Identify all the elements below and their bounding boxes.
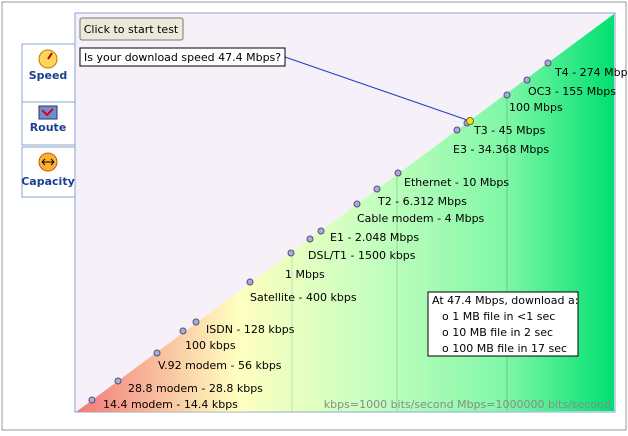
speed-point — [353, 200, 361, 208]
speed-point — [88, 396, 96, 404]
pointer-line — [284, 56, 471, 122]
speed-point — [523, 76, 531, 84]
point-label: T2 - 6.312 Mbps — [377, 195, 467, 208]
speed-point — [394, 169, 402, 177]
tab-route[interactable]: Route — [21, 101, 76, 146]
current-speed-point — [466, 117, 474, 125]
point-label: Ethernet - 10 Mbps — [404, 176, 509, 189]
question-box — [79, 47, 286, 67]
point-label: 14.4 modem - 14.4 kbps — [103, 398, 238, 411]
point-label: 100 kbps — [185, 339, 236, 352]
tab-speed[interactable]: Speed — [21, 43, 76, 103]
point-label: 28.8 modem - 28.8 kbps — [128, 382, 263, 395]
point-label: T3 - 45 Mbps — [473, 124, 546, 137]
point-label: OC3 - 155 Mbps — [528, 85, 616, 98]
info-title: At 47.4 Mbps, download a: — [432, 294, 578, 307]
footer: kbps=1000 bits/second Mbps=1000000 bits/… — [324, 398, 611, 411]
speed-point — [153, 349, 161, 357]
speed-point — [544, 59, 552, 67]
question: Is your download speed 47.4 Mbps? — [84, 51, 281, 64]
point-label: 1 Mbps — [285, 268, 325, 281]
point-label: 100 Mbps — [509, 101, 563, 114]
speed-point — [453, 126, 461, 134]
info-line: o 1 MB file in <1 sec — [442, 310, 555, 323]
speed-point — [114, 377, 122, 385]
tab-label: Capacity — [21, 175, 75, 188]
button-label: Click to start test — [84, 23, 179, 36]
speed-point — [306, 235, 314, 243]
tab-label: Route — [30, 121, 67, 134]
info-line: o 10 MB file in 2 sec — [442, 326, 553, 339]
point-label: V.92 modem - 56 kbps — [158, 359, 282, 372]
tab-label: Speed — [29, 69, 68, 82]
info-box — [427, 291, 579, 357]
point-label: E1 - 2.048 Mbps — [330, 231, 419, 244]
speed-point — [179, 327, 187, 335]
start-button[interactable]: Click to start test — [79, 17, 184, 41]
point-label: Satellite - 400 kbps — [250, 291, 357, 304]
points: 14.4 modem - 14.4 kbps 28.8 modem - 28.8 … — [88, 59, 628, 411]
point-label: DSL/T1 - 1500 kbps — [308, 249, 416, 262]
point-label: ISDN - 128 kbps — [206, 323, 295, 336]
speed-point — [373, 185, 381, 193]
tab-capacity[interactable]: Capacity — [21, 146, 76, 198]
speed-point — [503, 91, 511, 99]
info-line: o 100 MB file in 17 sec — [442, 342, 567, 355]
speed-point — [317, 227, 325, 235]
point-label: T4 - 274 Mbps — [554, 66, 628, 79]
point-label: E3 - 34.368 Mbps — [453, 143, 549, 156]
point-label: Cable modem - 4 Mbps — [357, 212, 485, 225]
speed-point — [192, 318, 200, 326]
speed-point — [246, 278, 254, 286]
speed-point — [287, 249, 295, 257]
